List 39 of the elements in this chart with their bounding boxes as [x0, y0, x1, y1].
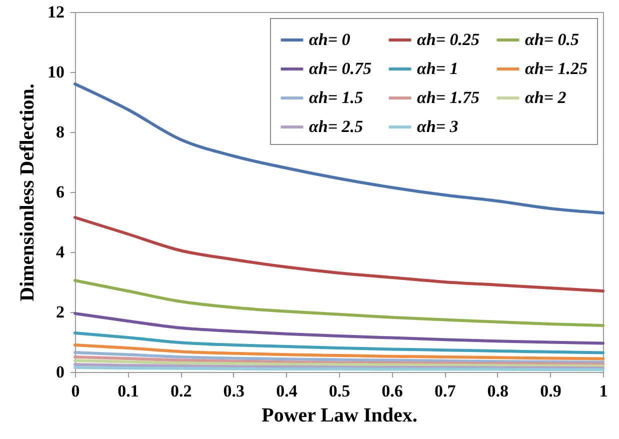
x-axis-title: Power Law Index.: [262, 404, 418, 426]
legend-label: αh= 1.75: [417, 88, 480, 107]
x-tick-label: 0.9: [540, 382, 562, 400]
line-series: [74, 216, 604, 292]
y-tick-label: 2: [56, 302, 64, 322]
legend-label: αh= 1: [417, 59, 458, 78]
x-tick-label: 0.7: [434, 382, 456, 400]
x-tick-label: 0: [71, 382, 80, 400]
line-series: [74, 356, 604, 366]
y-tick-label: 6: [56, 182, 64, 202]
y-tick-label: 4: [56, 242, 65, 262]
legend-label: αh= 0: [309, 30, 351, 49]
line-series: [74, 332, 604, 354]
legend-label: αh= 2.5: [309, 117, 364, 136]
legend-label: αh= 0.75: [309, 59, 372, 78]
x-tick-label: 0.5: [328, 382, 350, 400]
x-tick-label: 0.3: [223, 382, 245, 400]
x-tick-label: 0.6: [382, 382, 403, 400]
legend-label: αh= 3: [417, 117, 459, 136]
legend-label: αh= 0.25: [417, 30, 480, 49]
x-tick-label: 0.8: [487, 382, 509, 400]
y-tick-label: 10: [48, 62, 64, 82]
line-series: [74, 279, 604, 327]
legend-label: αh= 1.5: [309, 88, 364, 107]
legend-label: αh= 0.5: [525, 30, 580, 49]
line-series: [74, 82, 604, 214]
y-tick-label: 8: [56, 122, 64, 142]
x-tick-label: 1: [599, 382, 608, 400]
line-series: [74, 312, 604, 345]
line-series: [74, 344, 604, 360]
x-tick-label: 0.2: [170, 382, 192, 400]
y-axis-title: Dimensionless Deflection.: [16, 84, 38, 302]
legend-label: αh= 1.25: [525, 59, 588, 78]
x-tick-label: 0.4: [276, 382, 298, 400]
y-tick-label: 12: [48, 2, 64, 22]
x-tick-label: 0.1: [118, 382, 139, 400]
line-series: [74, 351, 604, 364]
legend-label: αh= 2: [525, 88, 567, 107]
y-tick-label: 0: [56, 362, 64, 382]
